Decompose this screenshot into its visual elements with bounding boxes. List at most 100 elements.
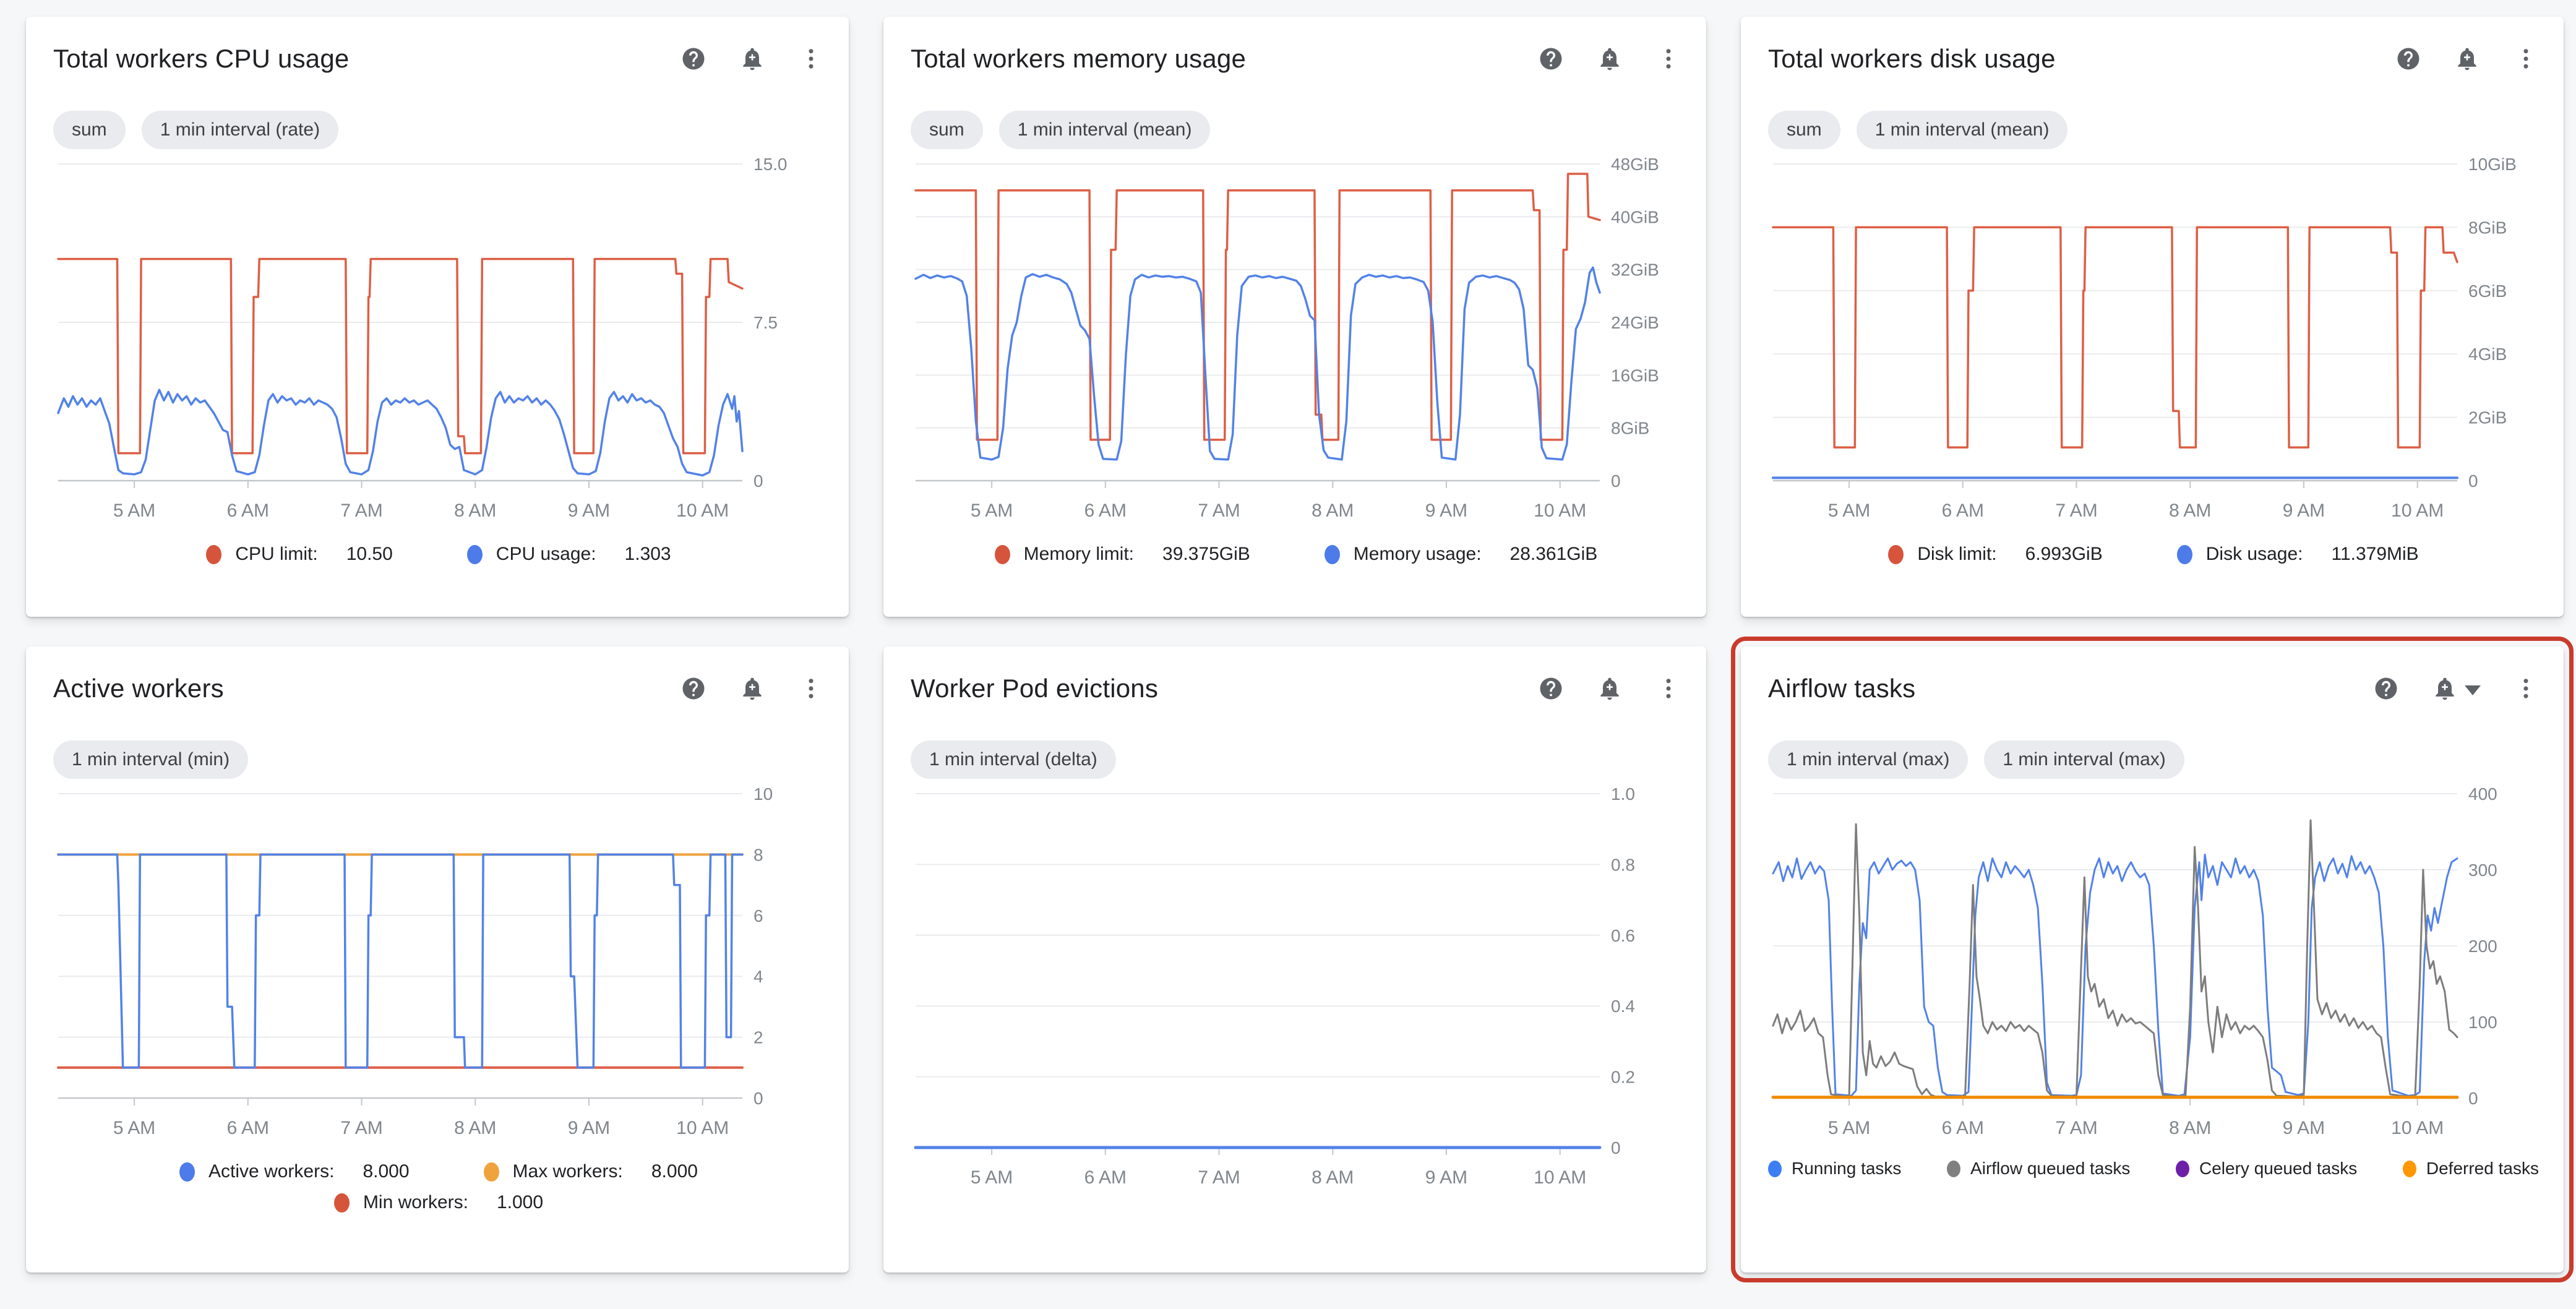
legend-item[interactable]: Min workers: 1.000 (333, 1192, 543, 1213)
svg-text:8 AM: 8 AM (454, 1118, 496, 1138)
help-icon[interactable] (680, 46, 706, 72)
card-actions (680, 45, 824, 72)
more-vert-icon[interactable] (798, 676, 824, 702)
svg-text:1.0: 1.0 (1611, 784, 1635, 804)
series-color-dot (483, 1162, 499, 1182)
interval-chip[interactable]: 1 min interval (mean) (1856, 111, 2068, 149)
interval-chip[interactable]: 1 min interval (rate) (141, 111, 339, 149)
svg-text:0: 0 (1611, 1138, 1621, 1157)
svg-text:15.0: 15.0 (753, 155, 788, 174)
card-header: Airflow tasks (1768, 674, 2539, 703)
svg-text:8GiB: 8GiB (2468, 218, 2507, 237)
svg-text:5 AM: 5 AM (1828, 500, 1870, 521)
legend-item[interactable]: Active workers: 8.000 (179, 1161, 410, 1182)
help-icon[interactable] (2395, 46, 2421, 72)
legend-item[interactable]: CPU usage: 1.303 (466, 544, 671, 565)
cpu-usage-chart[interactable]: 15.0 7.5 0 5 AM 6 AM 7 AM 8 AM 9 AM 10 AM (53, 154, 824, 525)
legend-item[interactable]: CPU limit: 10.50 (206, 544, 393, 565)
notification-add-icon[interactable] (1596, 675, 1623, 702)
help-icon[interactable] (1538, 46, 1564, 72)
svg-text:9 AM: 9 AM (2283, 1118, 2325, 1138)
legend-item[interactable]: Celery queued tasks (2176, 1159, 2357, 1178)
interval-chip[interactable]: 1 min interval (max) (1768, 740, 1968, 779)
more-vert-icon[interactable] (798, 46, 824, 72)
series-color-dot (2402, 1160, 2416, 1177)
interval-chip[interactable]: 1 min interval (min) (53, 740, 249, 779)
notification-add-icon[interactable] (739, 45, 766, 72)
card-active-workers: Active workers 1 min interval (min) 10 8 6… (26, 646, 849, 1273)
notification-add-icon[interactable] (2454, 45, 2481, 72)
svg-text:8 AM: 8 AM (2169, 1118, 2211, 1138)
legend-value: 8.000 (651, 1161, 698, 1182)
svg-text:0.2: 0.2 (1611, 1068, 1635, 1087)
interval-chip[interactable]: 1 min interval (mean) (998, 111, 1211, 149)
card-actions (680, 675, 824, 702)
legend-value: 1.303 (624, 544, 671, 564)
card-actions (2373, 675, 2539, 702)
svg-text:8: 8 (753, 845, 763, 864)
more-vert-icon[interactable] (2513, 676, 2539, 702)
interval-chip[interactable]: 1 min interval (delta) (911, 740, 1116, 779)
series-color-dot (179, 1162, 195, 1182)
airflow-tasks-chart[interactable]: 400 300 200 100 0 5 AM 6 AM 7 AM 8 AM 9 AM 10 AM (1768, 784, 2539, 1143)
svg-text:0: 0 (2468, 471, 2478, 491)
pod-evictions-chart[interactable]: 1.0 0.8 0.6 0.4 0.2 0 5 AM 6 AM 7 AM 8 AM 9 AM 10 A… (911, 784, 1681, 1192)
chevron-down-icon[interactable] (2465, 685, 2481, 695)
active-workers-chart[interactable]: 10 8 6 4 2 0 5 AM 6 AM 7 AM 8 AM 9 AM 10 AM (53, 784, 824, 1143)
chart-legend: Disk limit: 6.993GiB Disk usage: 11.379MiB (1768, 544, 2539, 565)
card-actions (1538, 45, 1681, 72)
chart-legend: CPU limit: 10.50 CPU usage: 1.303 (53, 544, 824, 565)
card-title: Worker Pod evictions (911, 674, 1159, 703)
card-title: Active workers (53, 674, 224, 703)
help-icon[interactable] (680, 676, 706, 702)
series-color-dot (466, 544, 483, 564)
aggregation-chips: sum 1 min interval (rate) (53, 111, 824, 149)
card-header: Total workers CPU usage (53, 44, 824, 74)
legend-item[interactable]: Disk usage: 11.379MiB (2176, 544, 2419, 565)
legend-item[interactable]: Deferred tasks (2402, 1159, 2539, 1178)
svg-text:6 AM: 6 AM (1942, 500, 1984, 521)
legend-item[interactable]: Airflow queued tasks (1947, 1159, 2130, 1178)
notification-add-icon[interactable] (739, 675, 766, 702)
legend-item[interactable]: Memory limit: 39.375GiB (994, 544, 1250, 565)
notification-add-icon[interactable] (2431, 675, 2458, 702)
legend-item[interactable]: Running tasks (1768, 1159, 1901, 1178)
legend-item[interactable]: Disk limit: 6.993GiB (1888, 544, 2103, 565)
legend-value: 6.993GiB (2025, 544, 2103, 564)
interval-chip[interactable]: sum (1768, 111, 1840, 149)
svg-text:5 AM: 5 AM (971, 1167, 1013, 1188)
aggregation-chips: 1 min interval (delta) (911, 740, 1681, 779)
help-icon[interactable] (2373, 676, 2399, 702)
monitoring-dashboard: Total workers CPU usage sum 1 min interva… (26, 17, 2574, 1282)
card-actions (2395, 45, 2539, 72)
notification-add-icon[interactable] (1596, 45, 1623, 72)
legend-item[interactable]: Memory usage: 28.361GiB (1324, 544, 1597, 565)
interval-chip[interactable]: sum (53, 111, 126, 149)
card-header: Active workers (53, 674, 824, 703)
aggregation-chips: 1 min interval (min) (53, 740, 824, 779)
interval-chip[interactable]: 1 min interval (max) (1984, 740, 2184, 779)
aggregation-chips: sum 1 min interval (mean) (1768, 111, 2539, 149)
interval-chip[interactable]: sum (911, 111, 983, 149)
more-vert-icon[interactable] (1655, 46, 1681, 72)
legend-item[interactable]: Max workers: 8.000 (483, 1161, 698, 1182)
legend-label: Memory usage: (1353, 544, 1482, 564)
svg-text:10 AM: 10 AM (2391, 500, 2444, 521)
more-vert-icon[interactable] (1655, 676, 1681, 702)
svg-text:200: 200 (2468, 937, 2497, 956)
svg-text:7 AM: 7 AM (2055, 1118, 2097, 1138)
svg-text:5 AM: 5 AM (113, 500, 155, 521)
svg-text:0: 0 (2468, 1089, 2478, 1108)
card-total-workers-memory-usage: Total workers memory usage sum 1 min inte… (883, 17, 1706, 617)
svg-text:5 AM: 5 AM (971, 500, 1013, 521)
aggregation-chips: sum 1 min interval (mean) (911, 111, 1681, 149)
notification-menu[interactable] (2431, 675, 2481, 702)
more-vert-icon[interactable] (2513, 46, 2539, 72)
chart-legend: Memory limit: 39.375GiB Memory usage: 28.36… (911, 544, 1681, 565)
series-color-dot (1768, 1160, 1782, 1177)
help-icon[interactable] (1538, 676, 1564, 702)
memory-usage-chart[interactable]: 48GiB 40GiB 32GiB 24GiB 16GiB 8GiB 0 5 AM 6 AM 7 … (911, 154, 1681, 525)
card-total-workers-cpu-usage: Total workers CPU usage sum 1 min interva… (26, 17, 849, 617)
svg-text:9 AM: 9 AM (2283, 500, 2325, 521)
disk-usage-chart[interactable]: 10GiB 8GiB 6GiB 4GiB 2GiB 0 5 AM 6 AM 7 AM 8 AM 9 … (1768, 154, 2539, 525)
